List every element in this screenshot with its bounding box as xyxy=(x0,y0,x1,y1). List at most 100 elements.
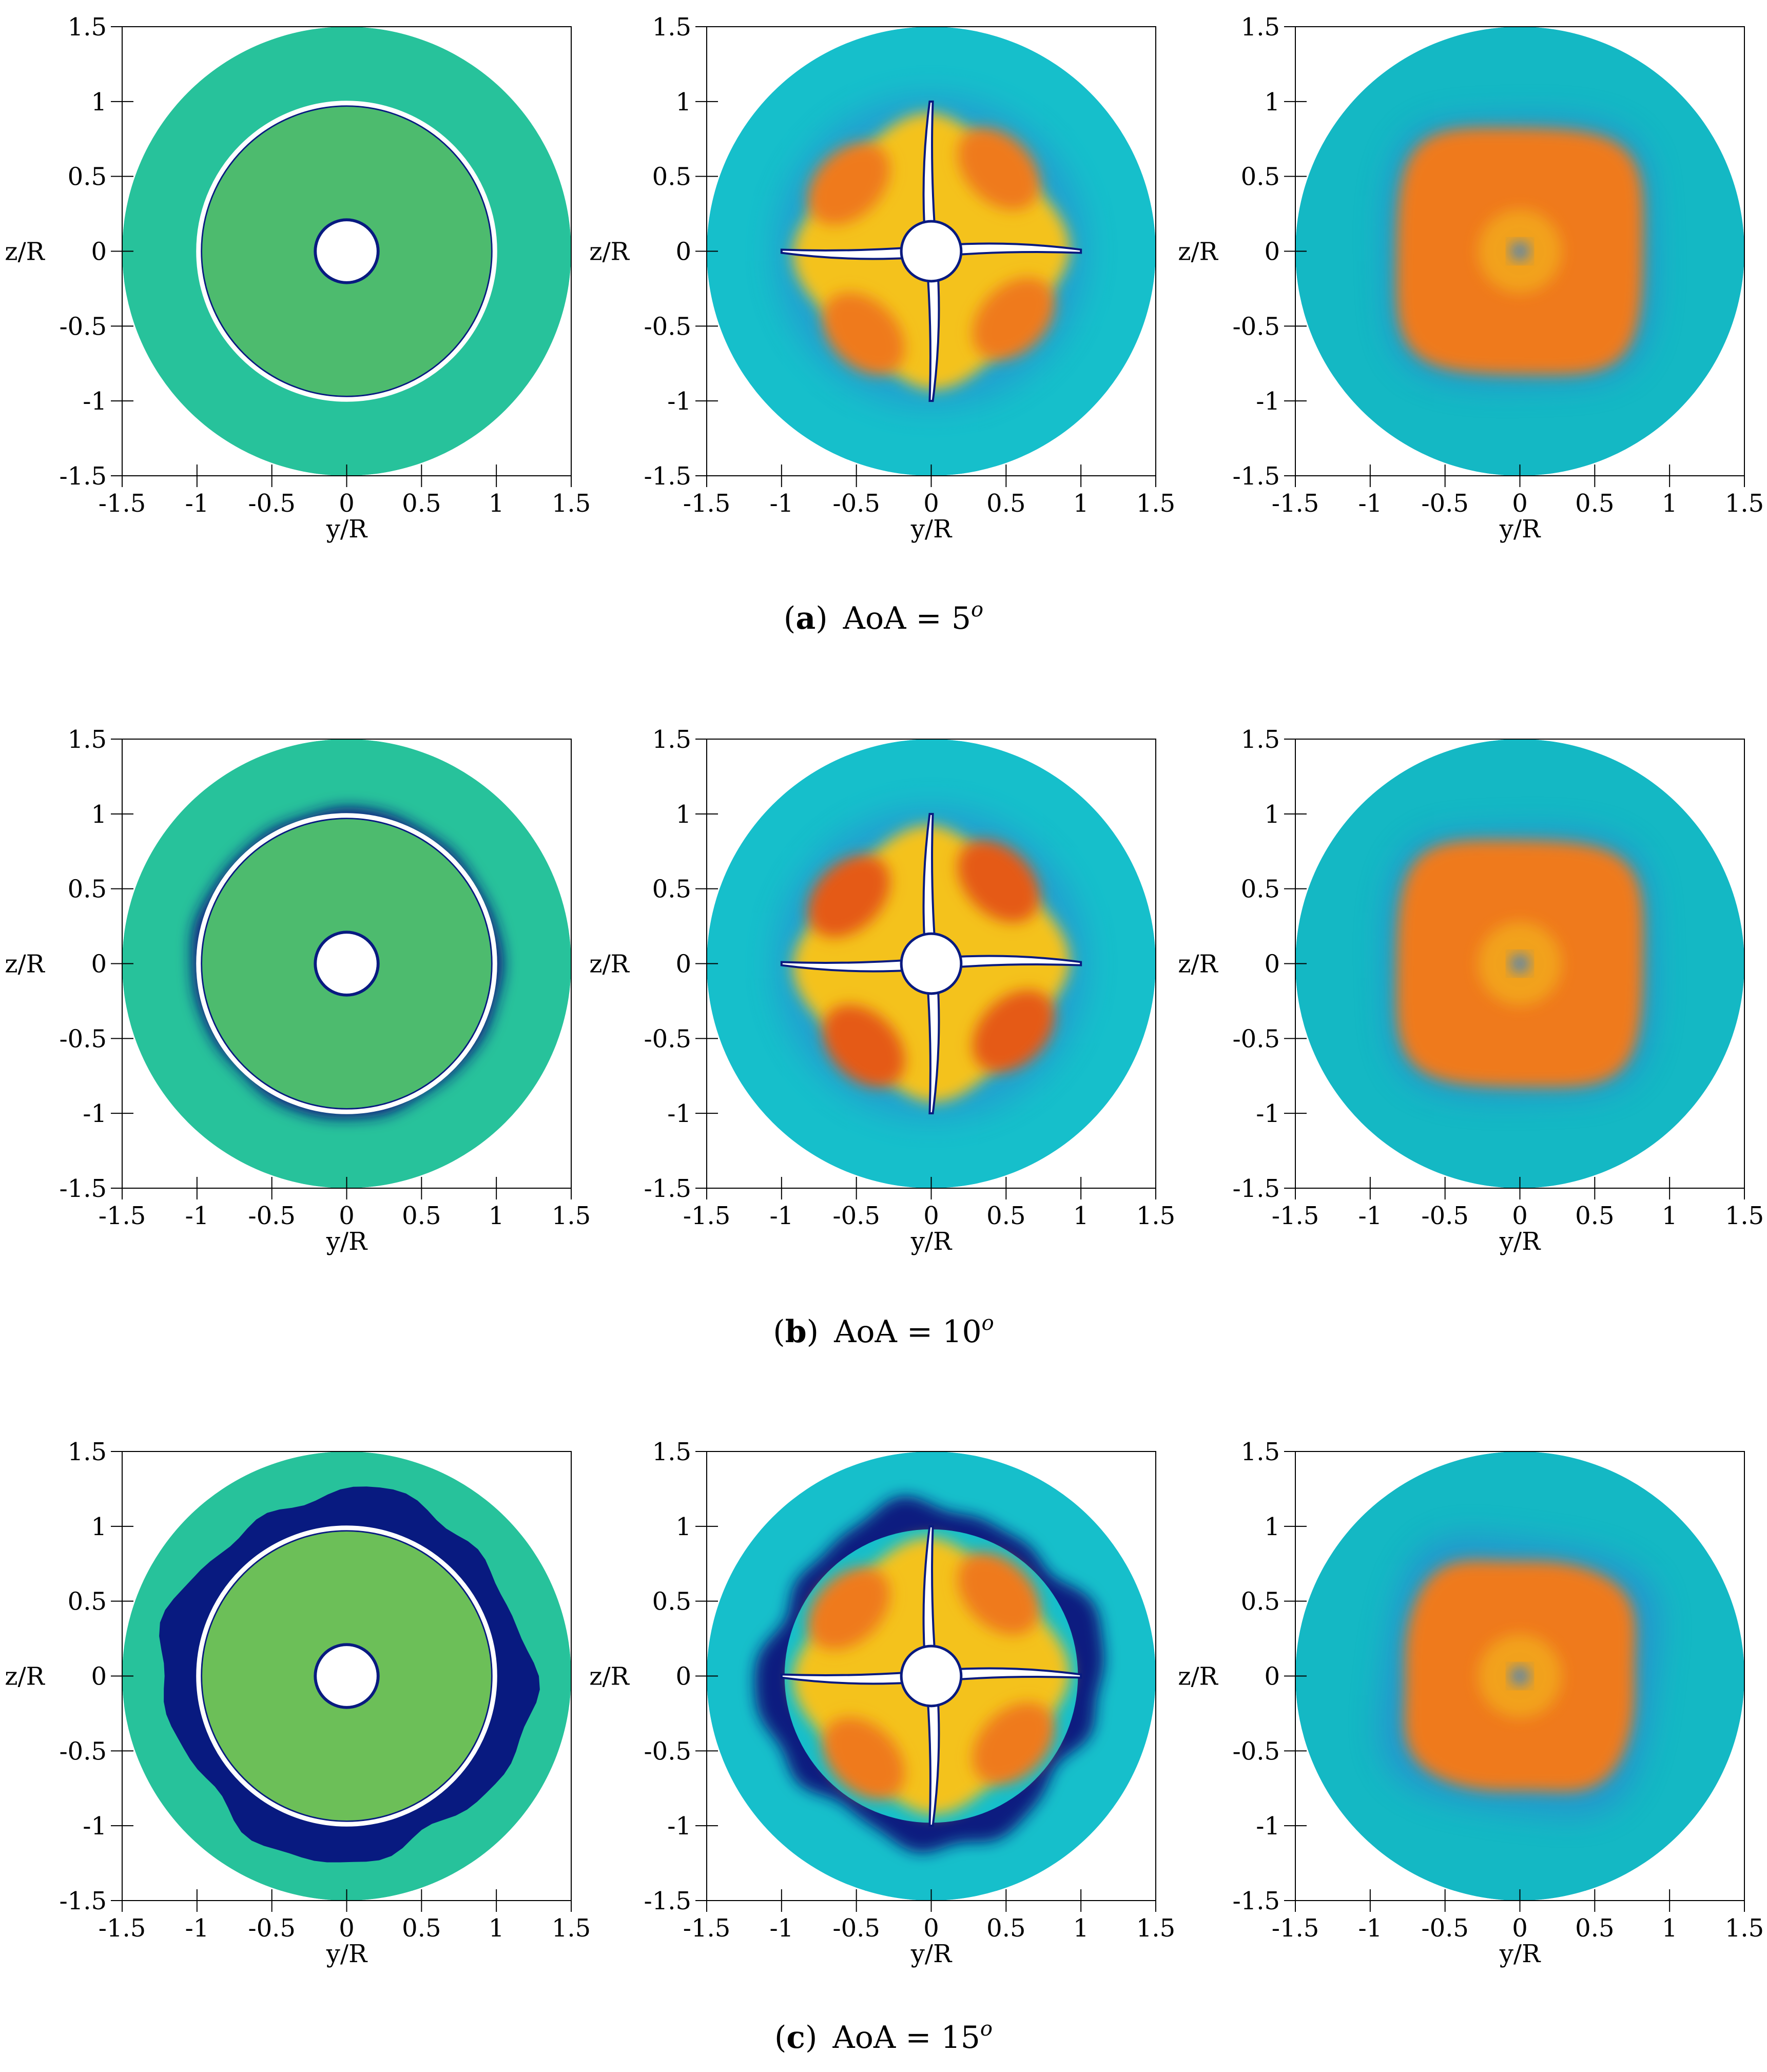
y-tick-label: 1 xyxy=(91,800,107,829)
y-tick-label: 1 xyxy=(675,800,691,829)
x-tick-label: 1.5 xyxy=(552,1914,591,1943)
y-tick-label: 1 xyxy=(91,88,107,117)
x-tick-label: 1.5 xyxy=(1136,489,1175,518)
y-tick-label: 0 xyxy=(675,1662,691,1691)
panel-a-2: -1.5 -1 -0.5 0 0.5 1 1.5 1.5 1 0.5 0 -0.5 -1 -1.5 y/R z… xyxy=(589,13,1175,544)
y-tick-label: -0.5 xyxy=(59,312,107,341)
hub xyxy=(900,220,963,283)
y-tick-label: 0 xyxy=(675,238,691,266)
blade xyxy=(925,250,940,402)
x-axis-label: y/R xyxy=(326,515,368,544)
x-tick-label: 0.5 xyxy=(402,489,441,518)
contour-field xyxy=(1295,739,1744,1188)
x-tick-label: -0.5 xyxy=(832,1202,880,1230)
panel-a-3: -1.5 -1 -0.5 0 0.5 1 1.5 1.5 1 0.5 0 -0.5 -1 -1.5 y/R z… xyxy=(1178,13,1764,544)
y-tick-label: 0.5 xyxy=(1241,1587,1280,1616)
lobe xyxy=(807,143,890,225)
contour-field xyxy=(707,27,1156,476)
y-tick-label: -0.5 xyxy=(644,312,691,341)
y-tick-label: 1 xyxy=(1264,1513,1280,1541)
y-tick-label: 1.5 xyxy=(1241,13,1280,42)
x-tick-label: 1 xyxy=(1073,1914,1089,1943)
y-axis-label: z/R xyxy=(5,238,45,266)
x-tick-label: 1.5 xyxy=(552,1202,591,1230)
hub xyxy=(900,1644,963,1708)
y-tick-label: -1.5 xyxy=(644,1174,691,1203)
y-axis-label: z/R xyxy=(1178,950,1218,979)
x-tick-label: -1.5 xyxy=(683,489,731,518)
x-tick-label: 1.5 xyxy=(1136,1914,1175,1943)
y-tick-label: 1.5 xyxy=(652,1438,691,1466)
lobe xyxy=(823,1004,905,1088)
contour-field xyxy=(707,1451,1156,1901)
y-axis-label: z/R xyxy=(589,1662,630,1691)
y-tick-label: -1 xyxy=(83,387,107,416)
y-tick-label: 0 xyxy=(1264,950,1280,979)
x-tick-label: 1.5 xyxy=(552,489,591,518)
y-tick-label: -0.5 xyxy=(59,1737,107,1766)
hub xyxy=(317,221,377,281)
y-tick-label: -1.5 xyxy=(1232,1174,1280,1203)
y-tick-label: -1 xyxy=(83,1812,107,1841)
y-tick-label: 0 xyxy=(1264,238,1280,266)
x-tick-label: -1.5 xyxy=(683,1914,731,1943)
rotor-ring xyxy=(196,101,497,402)
blade xyxy=(922,1525,938,1677)
x-tick-label: -0.5 xyxy=(832,489,880,518)
x-tick-label: -0.5 xyxy=(1421,1202,1469,1230)
blade xyxy=(925,1675,940,1827)
x-tick-label: 0 xyxy=(1512,489,1528,518)
x-tick-label: -0.5 xyxy=(832,1914,880,1943)
y-tick-label: -1.5 xyxy=(644,1887,691,1915)
x-tick-label: -0.5 xyxy=(248,1202,296,1230)
x-axis-label: y/R xyxy=(1499,515,1541,544)
x-tick-label: -1 xyxy=(769,1202,793,1230)
y-tick-label: -0.5 xyxy=(644,1024,691,1053)
x-tick-label: 0 xyxy=(339,1914,355,1943)
y-tick-label: -0.5 xyxy=(59,1024,107,1053)
lobe xyxy=(957,840,1040,923)
lobe xyxy=(823,292,905,375)
blade xyxy=(925,962,940,1115)
contour-field xyxy=(122,27,571,476)
x-tick-label: 0 xyxy=(923,1914,939,1943)
panel-c-1: -1.5 -1 -0.5 0 0.5 1 1.5 1.5 1 0.5 0 -0.5 -1 -1.5 y/R z… xyxy=(5,1438,591,1968)
y-axis-label: z/R xyxy=(5,1662,45,1691)
x-tick-label: 1.5 xyxy=(1136,1202,1175,1230)
panel-c-2: -1.5 -1 -0.5 0 0.5 1 1.5 1.5 1 0.5 0 -0.5 -1 -1.5 y/R z… xyxy=(589,1438,1175,1968)
x-tick-label: 0 xyxy=(339,489,355,518)
y-tick-label: 1 xyxy=(675,1513,691,1541)
y-tick-label: 0.5 xyxy=(1241,875,1280,904)
blade xyxy=(930,1667,1082,1682)
x-tick-label: -1.5 xyxy=(1272,1914,1319,1943)
x-axis-label: y/R xyxy=(1499,1227,1541,1256)
x-tick-label: -0.5 xyxy=(1421,489,1469,518)
blade xyxy=(930,955,1082,970)
y-tick-label: 0.5 xyxy=(68,1587,107,1616)
hub xyxy=(900,932,963,995)
x-tick-label: 1.5 xyxy=(1725,1202,1764,1230)
y-tick-label: 0.5 xyxy=(652,1587,691,1616)
y-axis-label: z/R xyxy=(589,950,630,979)
lobe xyxy=(957,1552,1040,1635)
x-axis-label: y/R xyxy=(326,1940,368,1968)
x-axis-label: y/R xyxy=(910,515,953,544)
y-tick-label: -1.5 xyxy=(1232,1887,1280,1915)
y-tick-label: 1.5 xyxy=(68,1438,107,1466)
y-tick-label: 0.5 xyxy=(1241,163,1280,191)
lobe xyxy=(972,990,1055,1072)
x-tick-label: 0 xyxy=(339,1202,355,1230)
x-tick-label: -1.5 xyxy=(683,1202,731,1230)
x-tick-label: -1 xyxy=(1358,1202,1382,1230)
panel-b-1: -1.5 -1 -0.5 0 0.5 1 1.5 1.5 1 0.5 0 -0.5 -1 -1.5 y/R z… xyxy=(5,725,591,1256)
y-tick-label: 1.5 xyxy=(652,13,691,42)
y-tick-label: -1 xyxy=(667,1099,691,1128)
x-axis-label: y/R xyxy=(326,1227,368,1256)
x-axis-label: y/R xyxy=(910,1227,953,1256)
rotor-ring xyxy=(196,1525,497,1827)
caption-c: (c) AoA = 15o xyxy=(774,2017,993,2056)
y-tick-label: -0.5 xyxy=(644,1737,691,1766)
y-tick-label: -0.5 xyxy=(1232,1737,1280,1766)
caption-b: (b) AoA = 10o xyxy=(773,1311,994,1350)
